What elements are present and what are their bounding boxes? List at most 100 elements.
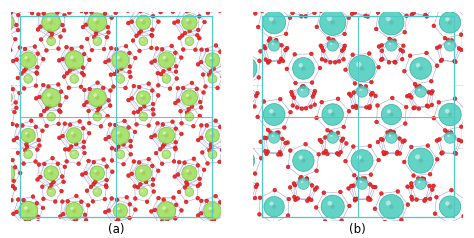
Circle shape [140, 94, 143, 97]
Circle shape [345, 142, 348, 145]
Circle shape [272, 135, 274, 137]
Circle shape [347, 16, 351, 20]
Circle shape [109, 89, 112, 92]
Circle shape [415, 154, 420, 159]
Circle shape [142, 104, 146, 108]
Circle shape [317, 152, 320, 156]
Circle shape [40, 185, 44, 188]
Circle shape [87, 58, 91, 62]
Circle shape [435, 139, 439, 143]
Circle shape [439, 103, 461, 126]
Circle shape [16, 151, 20, 155]
Circle shape [353, 10, 357, 14]
Circle shape [107, 135, 111, 139]
Circle shape [210, 220, 213, 224]
Circle shape [151, 108, 155, 111]
Circle shape [260, 9, 264, 13]
Circle shape [293, 198, 297, 202]
Circle shape [413, 82, 417, 86]
Circle shape [107, 59, 111, 62]
Circle shape [133, 184, 137, 188]
Circle shape [449, 188, 453, 192]
Circle shape [39, 38, 43, 41]
Circle shape [156, 196, 160, 200]
Circle shape [95, 190, 97, 192]
Circle shape [153, 59, 157, 63]
Circle shape [149, 209, 153, 213]
Circle shape [320, 46, 324, 50]
Circle shape [10, 122, 14, 126]
Circle shape [192, 157, 196, 161]
Circle shape [56, 47, 60, 50]
Circle shape [310, 183, 314, 187]
Circle shape [356, 177, 360, 180]
Circle shape [15, 210, 18, 214]
Circle shape [3, 114, 5, 116]
Circle shape [314, 206, 318, 209]
Circle shape [116, 131, 120, 134]
Circle shape [410, 58, 431, 79]
Circle shape [19, 72, 23, 75]
Circle shape [62, 180, 65, 184]
Circle shape [301, 84, 305, 88]
Circle shape [370, 80, 374, 84]
Circle shape [324, 59, 328, 63]
Circle shape [1, 112, 9, 121]
Circle shape [161, 144, 165, 148]
Circle shape [128, 51, 131, 55]
Circle shape [58, 110, 62, 114]
Circle shape [173, 146, 177, 149]
Circle shape [68, 69, 72, 73]
Circle shape [73, 209, 76, 213]
Circle shape [70, 74, 79, 83]
Circle shape [340, 139, 344, 143]
Circle shape [163, 56, 166, 59]
Circle shape [391, 130, 395, 134]
Circle shape [320, 100, 324, 104]
Circle shape [12, 179, 16, 183]
Circle shape [31, 195, 35, 198]
Circle shape [67, 86, 71, 90]
Circle shape [406, 203, 410, 207]
Circle shape [318, 66, 322, 70]
Circle shape [47, 37, 55, 46]
Circle shape [206, 129, 219, 142]
Circle shape [448, 205, 452, 208]
Circle shape [360, 159, 364, 163]
Circle shape [331, 38, 335, 42]
Circle shape [15, 136, 19, 140]
Circle shape [104, 183, 108, 187]
Circle shape [18, 91, 21, 95]
Circle shape [371, 185, 375, 189]
Circle shape [389, 227, 391, 229]
Circle shape [254, 11, 257, 15]
Circle shape [204, 202, 221, 220]
Circle shape [130, 172, 134, 176]
Circle shape [149, 135, 153, 139]
Circle shape [104, 185, 108, 189]
Circle shape [292, 195, 296, 199]
Circle shape [80, 200, 83, 204]
Circle shape [281, 59, 285, 63]
Circle shape [26, 1, 28, 3]
Circle shape [171, 10, 175, 14]
Circle shape [177, 160, 181, 164]
Circle shape [73, 134, 76, 137]
Circle shape [209, 207, 212, 210]
Circle shape [359, 84, 363, 88]
Circle shape [448, 113, 452, 116]
Circle shape [33, 45, 37, 49]
Circle shape [313, 103, 317, 107]
Circle shape [389, 135, 391, 137]
Circle shape [63, 165, 67, 169]
Circle shape [135, 123, 138, 126]
Circle shape [160, 220, 164, 223]
Circle shape [366, 196, 370, 200]
Circle shape [136, 185, 140, 189]
Circle shape [264, 136, 268, 140]
Circle shape [248, 106, 252, 110]
Circle shape [151, 178, 155, 181]
Circle shape [404, 105, 408, 109]
Circle shape [201, 151, 204, 154]
Circle shape [291, 93, 294, 97]
